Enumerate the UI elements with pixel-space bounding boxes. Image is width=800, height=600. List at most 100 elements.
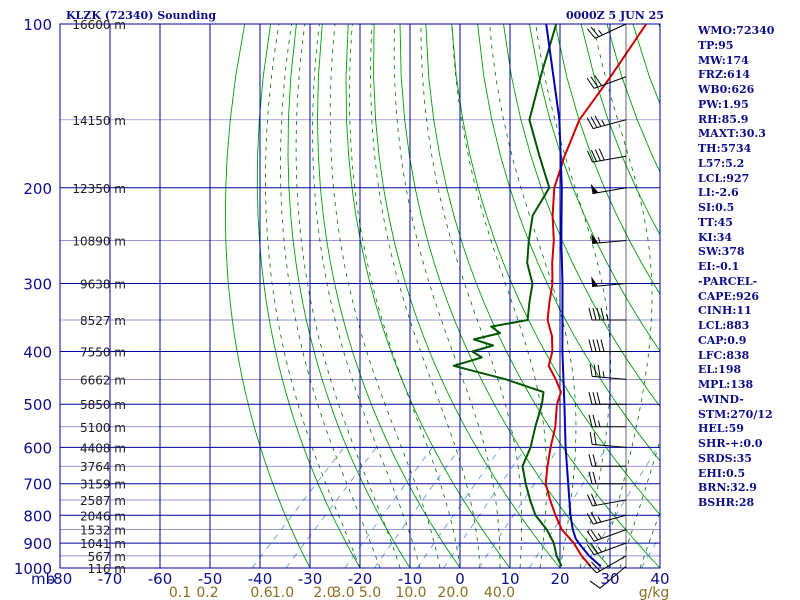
stat-item: HEL:59 <box>698 422 744 436</box>
height-label: 5100 m <box>80 421 126 435</box>
wind-barb <box>588 339 626 353</box>
wind-barb-staff <box>593 119 627 130</box>
dry-adiabat-line <box>256 24 361 568</box>
wind-barb-half-flag <box>601 119 606 126</box>
mixing-ratio-tick-label: 40.0 <box>484 585 515 600</box>
mixing-ratio-tick-label: 5.0 <box>359 585 381 600</box>
stat-item: LI:-2.6 <box>698 186 739 200</box>
temperature-tick-label: 20 <box>550 570 569 588</box>
temperature-tick-label: 40 <box>650 570 669 588</box>
mixing-ratio-line <box>344 447 433 568</box>
wind-barb-flag <box>590 493 597 506</box>
mixing-ratio-line <box>443 447 527 568</box>
height-label: 12350 m <box>72 182 126 196</box>
plot-frame <box>59 23 661 569</box>
pressure-tick-label: 400 <box>23 344 52 362</box>
wind-barb-flag <box>596 392 601 405</box>
stat-item: -PARCEL- <box>698 274 758 288</box>
stat-item: FRZ:614 <box>698 68 751 82</box>
dry-adiabat-line <box>317 24 461 568</box>
temperature-tick-label: -50 <box>198 570 223 588</box>
wind-barb-half-flag <box>597 516 602 523</box>
temperature-tick-label: -60 <box>148 570 173 588</box>
pressure-tick-label: 100 <box>23 16 52 34</box>
dry-adiabat-line <box>345 24 511 568</box>
wind-barb <box>588 307 626 321</box>
moist-adiabat-line <box>420 24 523 568</box>
wind-barb-flag <box>588 392 593 405</box>
dry-adiabat-line <box>399 24 611 568</box>
stat-item: WMO:72340 <box>698 24 775 37</box>
wind-barb-flag <box>590 149 597 162</box>
wind-barb-flag <box>596 339 601 352</box>
wind-barb <box>586 529 627 542</box>
stat-item: EI:-0.1 <box>698 260 740 273</box>
wind-barb-flag <box>588 307 593 321</box>
wind-barb-flag <box>593 364 597 377</box>
wind-barb-flag <box>592 307 597 321</box>
height-label: 3764 m <box>80 460 126 474</box>
wind-barb-staff <box>596 555 627 574</box>
height-label: 7550 m <box>80 346 126 360</box>
wind-barb-flag <box>588 414 593 427</box>
wind-barb-flag <box>590 529 599 541</box>
wind-barb-flag <box>586 77 595 89</box>
mixing-ratio-tick-label: 3.0 <box>332 585 354 600</box>
wind-barb <box>591 233 627 244</box>
height-label: 10890 m <box>72 234 126 248</box>
wind-barb-staff <box>593 542 627 556</box>
stat-item: CAP:0.9 <box>698 333 747 347</box>
wind-barb-flag <box>589 432 593 445</box>
wind-barb-flag <box>587 494 593 507</box>
wind-barb-flag <box>589 364 593 377</box>
stat-item: EHI:0.5 <box>698 466 746 480</box>
mixing-ratio-tick-label: 0.1 <box>169 585 191 600</box>
wind-barb <box>590 183 627 195</box>
wind-barb-flag <box>598 148 605 161</box>
wind-barb-flag <box>589 580 601 589</box>
temperature-tick-label: -70 <box>98 570 123 588</box>
wind-barb-flag <box>586 513 594 525</box>
stat-item: EL:198 <box>698 363 742 377</box>
mixing-ratio-line <box>251 447 345 568</box>
wind-barb-flag <box>592 339 597 352</box>
height-label: 2587 m <box>80 494 126 508</box>
wind-barb-flag <box>594 149 601 161</box>
stat-item: CINH:11 <box>698 304 752 318</box>
wind-barb <box>588 471 626 485</box>
temperature-line <box>544 24 648 567</box>
stat-item: SRDS:35 <box>698 451 752 465</box>
wind-barb-flag <box>588 454 593 467</box>
wind-barb-flag <box>590 26 600 37</box>
mixing-ratio-tick-label: 0.2 <box>196 585 218 600</box>
temperature-tick-label: -10 <box>398 570 423 588</box>
pressure-tick-label: 900 <box>23 535 52 553</box>
dry-adiabat-line <box>788 24 800 568</box>
dewpoint-line <box>452 24 563 567</box>
stat-item: BRN:32.9 <box>698 481 757 495</box>
height-label: 8527 m <box>80 314 126 328</box>
wind-barb-flag <box>592 454 597 467</box>
height-label: 4408 m <box>80 441 126 455</box>
mixing-ratio-line <box>285 447 377 568</box>
moist-adiabats <box>265 24 660 568</box>
sounding-series <box>452 24 648 568</box>
wind-barb-half-flag <box>602 371 605 378</box>
stat-item: LCL:883 <box>698 319 750 332</box>
wind-barb <box>588 392 626 405</box>
chart-datetime: 0000Z 5 JUN 25 <box>566 9 664 22</box>
wind-barb-flag <box>592 414 597 427</box>
parcel-line <box>545 24 602 568</box>
wind-barb-flag <box>590 116 598 128</box>
stat-item: BSHR:28 <box>698 496 755 509</box>
mixing-ratio-tick-label: 10.0 <box>395 585 426 600</box>
dry-adiabat-line <box>287 24 411 568</box>
temperature-tick-label: -40 <box>248 570 273 588</box>
stat-item: STM:270/12 <box>698 407 773 421</box>
wind-barb-flag <box>600 339 605 352</box>
mixing-ratio-tick-label: 1.0 <box>272 585 294 600</box>
temperature-tick-label: -30 <box>298 570 323 588</box>
wind-barb <box>587 23 627 39</box>
wind-barb <box>589 565 627 589</box>
